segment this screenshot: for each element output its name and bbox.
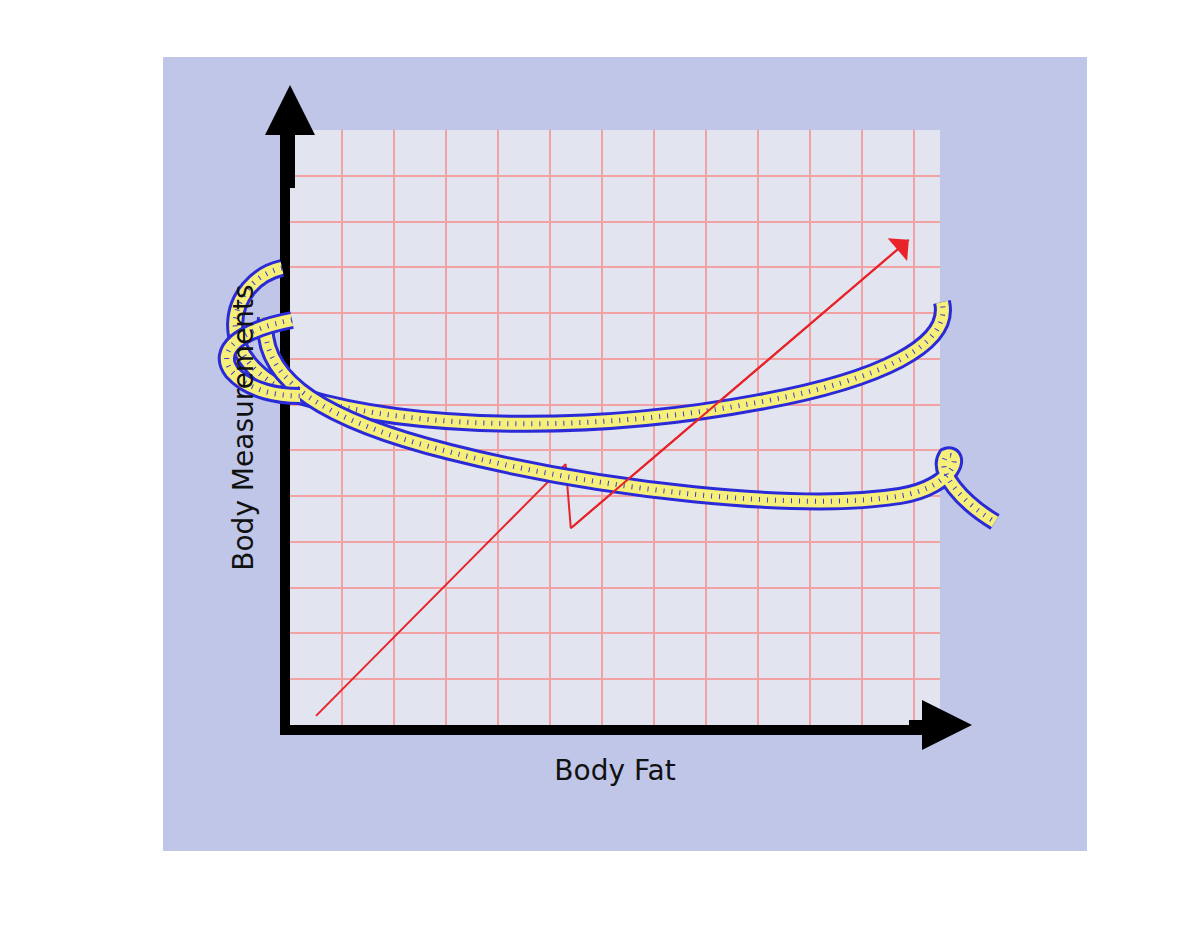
svg-text:Body Measurements: Body Measurements	[227, 284, 260, 570]
svg-text:Body Fat: Body Fat	[554, 754, 675, 787]
